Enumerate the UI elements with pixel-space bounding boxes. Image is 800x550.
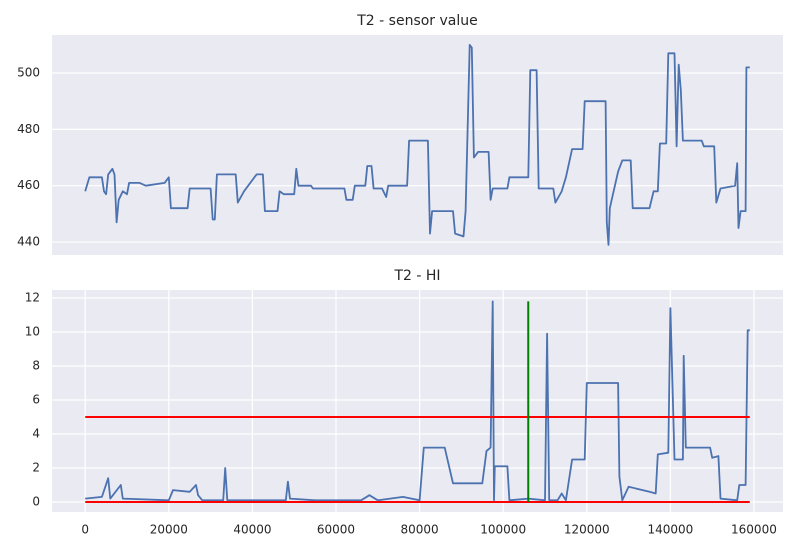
x-tick-label: 140000	[647, 523, 693, 537]
x-tick-label: 60000	[317, 523, 355, 537]
chart-title: T2 - sensor value	[356, 13, 478, 29]
y-tick-label: 12	[25, 290, 40, 304]
x-tick-label: 100000	[480, 523, 526, 537]
y-tick-label: 440	[17, 235, 40, 249]
x-tick-label: 120000	[564, 523, 610, 537]
x-tick-label: 40000	[233, 523, 271, 537]
data-line	[84, 44, 750, 246]
y-tick-label: 460	[17, 178, 40, 192]
y-tick-label: 10	[25, 324, 40, 338]
y-tick-label: 0	[32, 494, 40, 508]
y-tick-label: 500	[17, 66, 40, 80]
y-tick-label: 6	[32, 392, 40, 406]
data-line	[85, 300, 750, 502]
y-tick-label: 2	[32, 460, 40, 474]
chart-title: T2 - HI	[393, 268, 440, 284]
y-tick-label: 8	[32, 358, 40, 372]
x-tick-label: 20000	[150, 523, 188, 537]
x-tick-label: 80000	[400, 523, 438, 537]
plot-area	[52, 290, 783, 512]
x-tick-label: 160000	[731, 523, 777, 537]
y-tick-label: 480	[17, 122, 40, 136]
y-tick-label: 4	[32, 426, 40, 440]
x-tick-label: 0	[81, 523, 89, 537]
plot-area	[52, 35, 783, 255]
